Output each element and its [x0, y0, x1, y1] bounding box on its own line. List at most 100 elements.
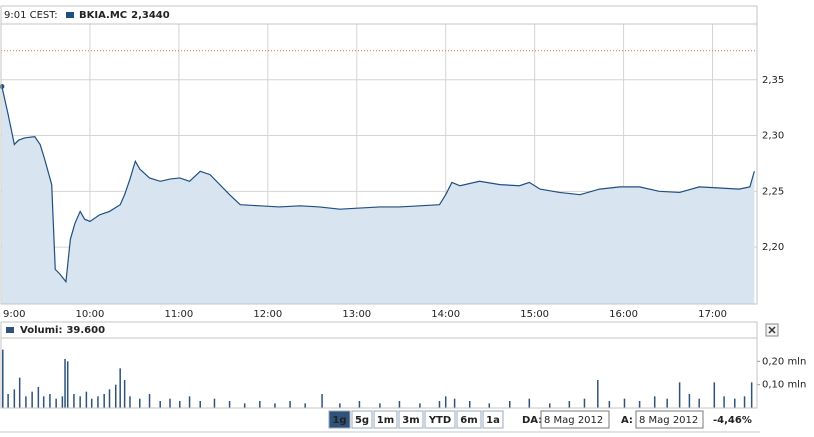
range-button-box[interactable] [373, 410, 398, 429]
range-button[interactable]: 1a [482, 410, 504, 429]
volume-bar [723, 396, 725, 408]
change-value: -4,46% [713, 415, 752, 426]
plot-frame [0, 337, 758, 409]
volume-bar [508, 401, 511, 408]
volume-bar [398, 401, 401, 408]
volume-bar [7, 394, 9, 408]
volume-bar [103, 394, 105, 408]
close-icon[interactable] [768, 326, 776, 334]
x-tick-label: 12:00 [253, 309, 282, 320]
volume-bar [358, 401, 361, 408]
legend-value: 2,3440 [131, 10, 170, 21]
x-tick-label: 14:00 [431, 309, 460, 320]
range-button[interactable]: 1g [328, 410, 351, 429]
volume-bar [453, 398, 456, 408]
volume-bar [734, 398, 736, 408]
range-button-label[interactable]: YTD [428, 415, 451, 426]
volume-bar [713, 382, 716, 408]
volume-bar [698, 398, 700, 408]
volume-bar [549, 403, 551, 408]
volume-bar [653, 396, 656, 408]
volume-bar [274, 403, 276, 408]
volume-bar [488, 403, 491, 408]
volume-bar [79, 396, 81, 408]
volume-bar [97, 396, 99, 408]
volume-bar [159, 401, 161, 408]
range-button-label[interactable]: 3m [402, 415, 419, 426]
volume-bar [13, 389, 16, 408]
volume-bar [148, 394, 151, 408]
volume-bar [2, 349, 4, 408]
volume-bar [199, 401, 201, 408]
volume-bar [583, 398, 586, 408]
x-tick-label: 16:00 [609, 309, 638, 320]
volume-bar [379, 403, 381, 408]
volume-bar [743, 396, 746, 408]
to-label: A: [621, 415, 633, 426]
range-button[interactable]: 3m [398, 410, 424, 429]
volume-bar [444, 396, 447, 408]
y-tick-label: 0,20 mln [762, 356, 806, 367]
volume-bar [49, 394, 51, 408]
range-button-label[interactable]: 1a [486, 415, 500, 426]
price-line [1, 86, 755, 284]
range-button-box[interactable] [351, 410, 373, 429]
range-button-box[interactable] [398, 410, 424, 429]
range-button[interactable]: 1m [373, 410, 398, 429]
volume-bar [169, 398, 171, 408]
volume-bar [37, 387, 40, 408]
plot: 0,10 mln 0,20 mln [0, 337, 806, 409]
legend-name: BKIA.MC [79, 10, 127, 21]
time-label: 9:01 CEST: [4, 10, 58, 21]
range-button-box[interactable] [482, 410, 504, 429]
range-button-box[interactable] [456, 410, 482, 429]
volume-bar [438, 401, 441, 408]
range-button-box[interactable] [328, 410, 351, 429]
y-tick-label: 0,10 mln [762, 380, 806, 391]
volume-header [0, 321, 758, 339]
legend-swatch [6, 327, 14, 333]
close-button[interactable] [765, 323, 779, 337]
range-button[interactable]: YTD [424, 410, 456, 429]
range-button[interactable]: 5g [351, 410, 373, 429]
from-label: DA: [522, 415, 542, 426]
volume-bar [259, 401, 261, 408]
volume-bar [608, 401, 611, 408]
x-tick-label: 10:00 [76, 309, 105, 320]
volume-bar [123, 380, 126, 408]
legend-swatch [66, 12, 74, 18]
volume-bar [119, 368, 121, 408]
volume-bar [61, 396, 64, 408]
range-button-label[interactable]: 1m [377, 415, 394, 426]
volume-bar [339, 403, 341, 408]
volume-bar [468, 401, 471, 408]
range-button[interactable]: 6m [456, 410, 482, 429]
plot-area [1, 338, 757, 408]
volume-bar [666, 398, 668, 408]
to-value[interactable]: 8 Mag 2012 [639, 415, 698, 426]
volume-bar [64, 359, 66, 408]
volume-bar [228, 401, 231, 408]
to-input[interactable] [635, 410, 704, 429]
volume-bar [31, 391, 33, 408]
range-button-box[interactable] [424, 410, 456, 429]
x-tick-label: 9:00 [3, 309, 25, 320]
volume-bar [750, 382, 753, 408]
volume-bar [623, 398, 626, 408]
range-button-label[interactable]: 5g [355, 415, 369, 426]
range-button-label[interactable]: 6m [460, 415, 477, 426]
legend-entry: Volumi: 39.600 [20, 325, 105, 336]
volume-bar [114, 384, 117, 408]
legend-name: Volumi: [20, 325, 62, 336]
legend-value: 39.600 [66, 325, 105, 336]
volume-bar [419, 403, 421, 408]
volume-bar [18, 377, 21, 408]
volume-bar [688, 394, 691, 408]
legend-entry: BKIA.MC 2,3440 [79, 10, 170, 21]
from-value[interactable]: 8 Mag 2012 [544, 415, 603, 426]
x-tick-label: 15:00 [520, 309, 549, 320]
from-input[interactable] [540, 410, 610, 429]
y-tick-label: 2,20 [762, 242, 784, 253]
volume-bar [73, 394, 75, 408]
range-button-label[interactable]: 1g [332, 415, 346, 426]
